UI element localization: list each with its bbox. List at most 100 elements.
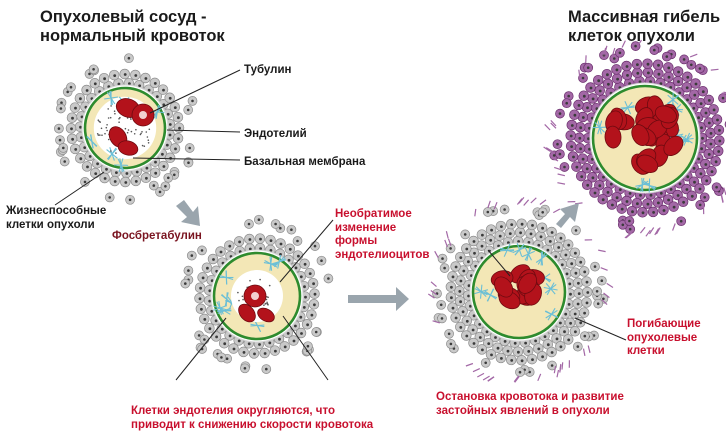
cell-nucleus [581, 157, 585, 161]
block-arrow-icon [348, 287, 409, 311]
cell-fragment [554, 166, 562, 171]
cell-nucleus [274, 349, 277, 353]
cell-nucleus [718, 129, 721, 132]
cell-nucleus [184, 282, 187, 285]
cell-nucleus [682, 58, 686, 61]
cell-nucleus [257, 218, 261, 221]
cell-nucleus [595, 290, 599, 293]
cell-nucleus [449, 342, 453, 346]
cell-nucleus [602, 297, 605, 301]
cell-nucleus [669, 86, 673, 89]
label-endothelium: Эндотелий [244, 128, 307, 140]
cell-nucleus [682, 200, 685, 204]
cell-nucleus [134, 180, 138, 183]
cell-nucleus [574, 271, 578, 275]
plasma-dot [242, 298, 244, 301]
tubulin-fiber [225, 270, 228, 285]
plasma-dot [126, 131, 129, 134]
cell-nucleus [223, 342, 227, 346]
label-line: клетки [627, 345, 665, 358]
cell-nucleus [557, 246, 561, 249]
cell-nucleus [531, 358, 534, 361]
cell-nucleus [247, 342, 251, 346]
cell-nucleus [219, 250, 223, 254]
cell-fragment [487, 376, 495, 382]
cell-nucleus [577, 292, 581, 295]
cell-nucleus [454, 265, 458, 269]
cell-nucleus [628, 192, 632, 195]
cell-nucleus [550, 364, 554, 367]
cell-nucleus [147, 88, 151, 92]
label-irreversible-change: Необратимое изменение формы эндотелиоцит… [335, 208, 429, 262]
cell-nucleus [306, 344, 310, 348]
cell-nucleus [541, 211, 544, 214]
heading-line: Массивная гибель [568, 8, 721, 26]
cell-fragment [432, 320, 440, 324]
plasma-dot [127, 129, 130, 131]
cell-nucleus [286, 332, 290, 335]
cell-nucleus [92, 68, 95, 71]
cell-nucleus [439, 303, 443, 307]
cell-nucleus [279, 242, 283, 246]
cell-nucleus [580, 175, 584, 179]
plasma-dot [146, 136, 149, 138]
cell-nucleus [242, 351, 246, 354]
cell-nucleus [659, 82, 663, 85]
cell-nucleus [200, 249, 204, 252]
tubulin-fiber [484, 290, 497, 300]
cell-nucleus [327, 277, 330, 280]
cell-nucleus [700, 147, 703, 151]
cell-nucleus [74, 148, 78, 151]
cell-nucleus [155, 95, 159, 98]
cell-nucleus [569, 321, 572, 325]
cell-nucleus [710, 170, 714, 174]
cell-nucleus [583, 270, 587, 274]
label-line: опухолевые [627, 331, 698, 344]
cell-nucleus [503, 340, 507, 343]
cell-nucleus [487, 342, 491, 345]
cell-nucleus [690, 194, 694, 198]
cell-nucleus [253, 352, 256, 356]
tubulin-fiber [119, 158, 123, 173]
cell-nucleus [127, 82, 131, 86]
cell-nucleus [186, 108, 190, 112]
cell-nucleus [228, 244, 232, 248]
block-arrow-icon [176, 200, 200, 226]
cell-fragment [482, 375, 490, 381]
cell-nucleus [265, 367, 268, 371]
cell-nucleus [472, 342, 476, 345]
cell-nucleus [303, 262, 307, 266]
cell-nucleus [659, 191, 663, 195]
cell-nucleus [685, 86, 689, 90]
plasma-dot [147, 142, 150, 144]
cell-nucleus [94, 172, 98, 176]
cell-nucleus [686, 98, 689, 102]
cell-fragment [612, 47, 616, 56]
cell-nucleus [649, 193, 653, 197]
cell-nucleus [574, 229, 578, 232]
cell-nucleus [191, 99, 194, 103]
cell-nucleus [698, 203, 702, 207]
vessel-rounded-endothelium [180, 214, 334, 374]
cell-nucleus [531, 224, 534, 227]
cell-nucleus [638, 80, 642, 84]
cell-nucleus [162, 88, 165, 92]
cell-nucleus [712, 108, 716, 112]
plasma-dot [114, 112, 116, 115]
cell-nucleus [520, 222, 524, 226]
cell-nucleus [586, 291, 590, 294]
cell-nucleus [699, 102, 703, 105]
cell-nucleus [625, 200, 629, 203]
tubulin-fiber [475, 286, 487, 297]
cell-fragment [559, 365, 562, 373]
cell-nucleus [238, 240, 242, 244]
cell-fragment [672, 223, 676, 231]
label-line: Необратимое [335, 208, 412, 220]
cell-nucleus [103, 177, 107, 180]
cell-nucleus [534, 339, 537, 343]
red-blood-cell-center [251, 292, 259, 300]
cell-fragment [639, 226, 646, 234]
plasma-dot [238, 299, 240, 302]
cell-nucleus [299, 315, 303, 319]
